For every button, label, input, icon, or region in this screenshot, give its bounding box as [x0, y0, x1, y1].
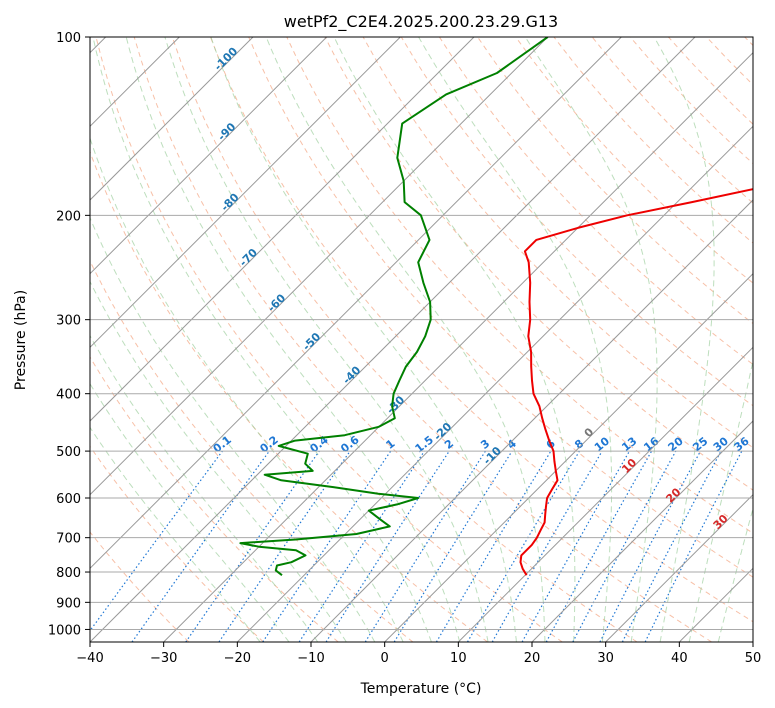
dry-adiabat: [515, 37, 753, 284]
isotherm: [384, 272, 753, 642]
isotherm: [605, 493, 753, 642]
y-axis-title: Pressure (hPa): [13, 290, 29, 390]
moist-adiabat: [90, 382, 290, 642]
y-tick-label: 900: [56, 596, 81, 611]
y-tick-label: 800: [56, 566, 81, 581]
mixing-ratio-line: [521, 450, 631, 642]
x-tick-label: −10: [297, 651, 324, 666]
dry-adiabat: [248, 37, 753, 578]
isotherm: [90, 37, 475, 422]
x-tick-label: 30: [597, 651, 614, 666]
moist-adiabat: [717, 506, 753, 642]
isotherm: [531, 420, 753, 642]
y-tick-label: 600: [56, 492, 81, 507]
moist-adiabat: [688, 358, 753, 642]
isotherm: [90, 37, 401, 349]
mixing-ratio-line: [644, 450, 743, 642]
dry-adiabat: [438, 37, 753, 366]
plot-frame: [89, 36, 754, 643]
moist-adiabat: [164, 37, 489, 642]
y-tick-label: 100: [56, 31, 81, 46]
isotherm: [457, 346, 753, 642]
x-tick-label: 0: [381, 651, 389, 666]
x-tick-label: 40: [671, 651, 688, 666]
dry-adiabat: [90, 150, 488, 642]
mixing-ratio-line: [185, 450, 320, 642]
dry-adiabat: [90, 445, 264, 642]
y-tick-label: 1000: [48, 623, 81, 638]
moist-adiabat: [90, 216, 376, 642]
moist-adiabat: [90, 426, 261, 642]
y-tick-label: 200: [56, 209, 81, 224]
moist-adiabat: [92, 37, 432, 642]
mixing-ratio-line: [393, 450, 513, 642]
mixing-ratio-line: [262, 450, 392, 642]
moist-adiabat: [265, 37, 546, 642]
dry-adiabat: [95, 37, 563, 642]
moist-adiabat: [653, 37, 715, 642]
x-tick-label: 50: [745, 651, 762, 666]
x-tick-label: 20: [524, 651, 541, 666]
y-tick-label: 400: [56, 388, 81, 403]
moist-adiabat: [333, 37, 576, 642]
dry-adiabat: [90, 356, 339, 642]
isotherm: [90, 37, 254, 201]
dry-adiabat: [210, 37, 753, 623]
mixing-ratio-line: [298, 450, 425, 642]
moist-adiabat: [90, 280, 347, 642]
mixing-ratio-line: [325, 450, 450, 642]
temperature-profile: [519, 188, 753, 576]
dewpoint-profile: [239, 37, 549, 576]
x-tick-label: −30: [150, 651, 177, 666]
axes: −40 −30 −20 −10 0 10 20 30 40 50 100 200 300 400 500 60…: [48, 31, 761, 666]
moist-adiabat: [524, 37, 658, 642]
x-tick-label: 10: [450, 651, 467, 666]
dry-adiabat: [171, 37, 712, 642]
chart-title: wetPf2_C2E4.2025.200.23.29.G13: [284, 12, 558, 32]
isotherm: [90, 37, 549, 496]
isotherm: [310, 199, 753, 642]
mixing-ratio-line: [218, 450, 351, 642]
moist-adiabat: [90, 334, 319, 642]
mixing-ratio-line: [90, 450, 223, 632]
dry-adiabat: [90, 531, 190, 642]
y-tick-label: 700: [56, 532, 81, 547]
y-tick-label: 300: [56, 314, 81, 329]
moist-adiabat: [210, 37, 517, 642]
x-tick-label: −40: [76, 651, 103, 666]
x-axis-title: Temperature (°C): [360, 681, 482, 697]
isotherm: [90, 37, 328, 275]
moist-adiabat: [418, 37, 613, 642]
dry-adiabat: [400, 37, 753, 407]
x-tick-label: −20: [224, 651, 251, 666]
mixing-ratio-line: [545, 450, 653, 642]
y-tick-label: 500: [56, 445, 81, 460]
isotherm: [90, 37, 622, 570]
moist-adiabat: [125, 37, 461, 642]
moist-adiabat: [90, 136, 404, 642]
isotherm: [90, 37, 696, 642]
mixing-ratio-line: [572, 450, 677, 642]
isotherm: [236, 125, 753, 642]
mixing-ratio-line: [131, 450, 270, 642]
